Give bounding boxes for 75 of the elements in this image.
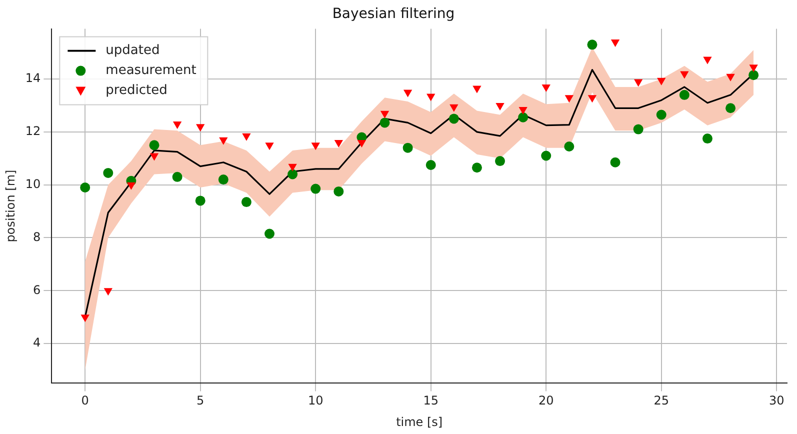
point	[518, 106, 528, 114]
point	[450, 104, 458, 112]
point	[726, 103, 736, 114]
legend-label: measurement	[106, 63, 196, 78]
x-tick-label: 5	[196, 394, 204, 408]
x-tick-label: 0	[81, 394, 89, 408]
point	[149, 140, 160, 150]
point	[311, 142, 320, 150]
point	[242, 133, 251, 141]
point	[610, 157, 620, 168]
point	[518, 112, 528, 122]
point	[495, 156, 506, 166]
y-tick-label: 6	[33, 282, 41, 297]
point	[541, 150, 552, 161]
legend-label: updated	[106, 43, 160, 58]
point	[288, 164, 297, 172]
point	[679, 90, 690, 100]
point	[196, 124, 205, 132]
point	[402, 142, 413, 153]
point	[241, 197, 252, 208]
point	[103, 168, 114, 178]
point	[564, 95, 574, 103]
point	[426, 94, 436, 102]
point	[702, 134, 712, 144]
point	[218, 174, 228, 185]
point	[633, 124, 644, 134]
x-tick-label: 20	[538, 394, 554, 408]
y-tick-label: 14	[25, 71, 41, 86]
x-tick-label: 10	[308, 394, 324, 408]
point	[264, 228, 275, 239]
point	[310, 184, 321, 194]
x-tick-label: 30	[768, 394, 784, 408]
chart-title: Bayesian filtering	[332, 6, 455, 22]
point	[448, 114, 459, 124]
point	[726, 74, 735, 82]
point	[380, 110, 390, 118]
point	[80, 182, 90, 192]
point	[634, 79, 643, 87]
point	[403, 90, 412, 98]
point	[748, 70, 759, 80]
x-tick-label: 15	[423, 394, 438, 408]
point	[426, 160, 436, 170]
point	[703, 56, 712, 64]
point	[265, 142, 274, 150]
point	[219, 137, 228, 145]
point	[564, 141, 574, 152]
point	[472, 162, 482, 173]
point	[749, 64, 758, 72]
y-tick-label: 8	[33, 230, 41, 244]
point	[334, 140, 343, 148]
y-tick-label: 10	[25, 176, 41, 191]
point	[680, 71, 689, 79]
point	[472, 86, 482, 94]
point	[542, 84, 550, 92]
y-tick-label: 12	[25, 124, 41, 138]
point	[587, 40, 598, 50]
point	[610, 40, 620, 48]
y-axis-title: position [m]	[3, 170, 18, 242]
point	[126, 182, 136, 190]
x-axis-title: time [s]	[396, 414, 443, 429]
point	[150, 153, 159, 161]
point	[172, 172, 182, 182]
point	[656, 110, 666, 120]
point	[288, 169, 298, 180]
point	[496, 103, 504, 110]
point	[357, 140, 366, 148]
point	[172, 122, 182, 130]
point	[588, 95, 597, 103]
legend-label: predicted	[106, 83, 168, 98]
y-tick-label: 4	[33, 336, 41, 350]
x-tick-label: 25	[654, 394, 670, 408]
point	[380, 118, 390, 128]
point	[334, 186, 344, 196]
point	[657, 78, 666, 86]
point	[195, 196, 206, 206]
